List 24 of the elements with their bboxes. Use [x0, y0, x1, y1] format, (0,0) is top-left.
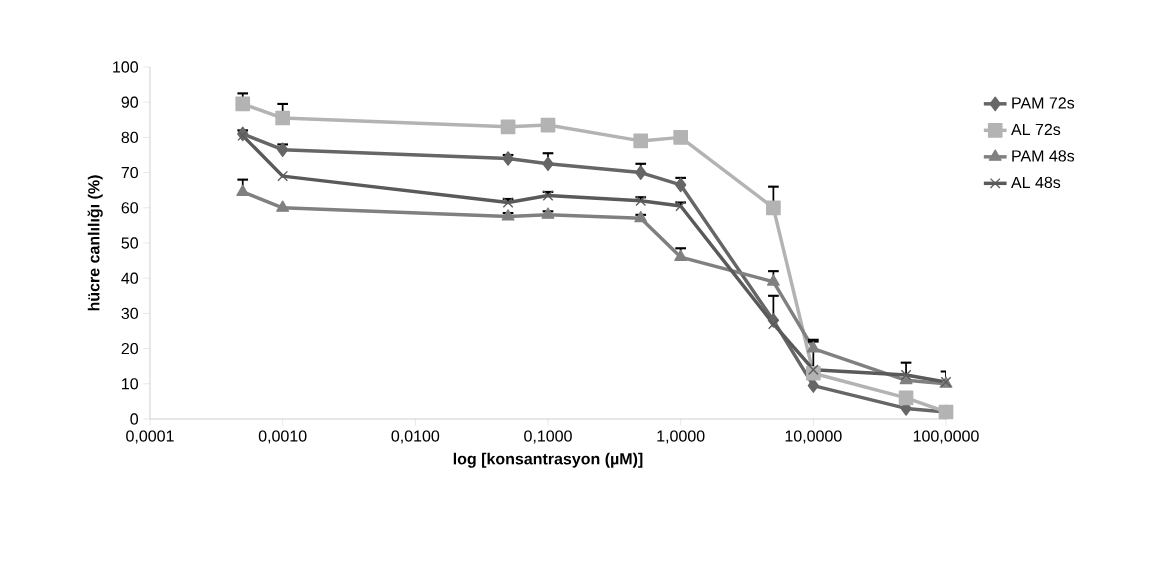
legend-label: AL 48s: [1011, 176, 1061, 189]
y-axis-title: hücre canlılığı (%): [87, 175, 103, 311]
legend-label: PAM 72s: [1012, 97, 1075, 109]
x-tick-label: 100,0000: [913, 430, 979, 444]
x-tick-label: 0,0001: [126, 430, 174, 444]
x-tick-label: 0,0100: [391, 430, 440, 444]
y-tick-label: 100: [113, 61, 139, 73]
y-tick-label: 20: [121, 342, 139, 355]
y-tick-label: 50: [121, 237, 139, 249]
x-tick-label: 10,0000: [785, 430, 842, 444]
y-tick-label: 70: [121, 166, 139, 179]
y-tick-label: 90: [121, 96, 139, 108]
y-tick-label: 10: [122, 378, 139, 390]
legend-label: AL 72s: [1011, 123, 1061, 136]
x-tick-label: 0,0010: [258, 430, 307, 444]
y-tick-label: 80: [121, 131, 139, 144]
x-tick-label: 1,0000: [657, 430, 705, 444]
x-tick-label: 0,1000: [524, 430, 572, 444]
y-tick-label: 40: [121, 272, 139, 284]
legend-label: PAM 48s: [1012, 150, 1075, 162]
y-tick-label: 60: [121, 202, 139, 214]
x-axis-title: log [konsantrasyon (µM)]: [453, 452, 643, 468]
y-tick-label: 30: [121, 307, 139, 320]
y-tick-label: 0: [130, 413, 139, 425]
